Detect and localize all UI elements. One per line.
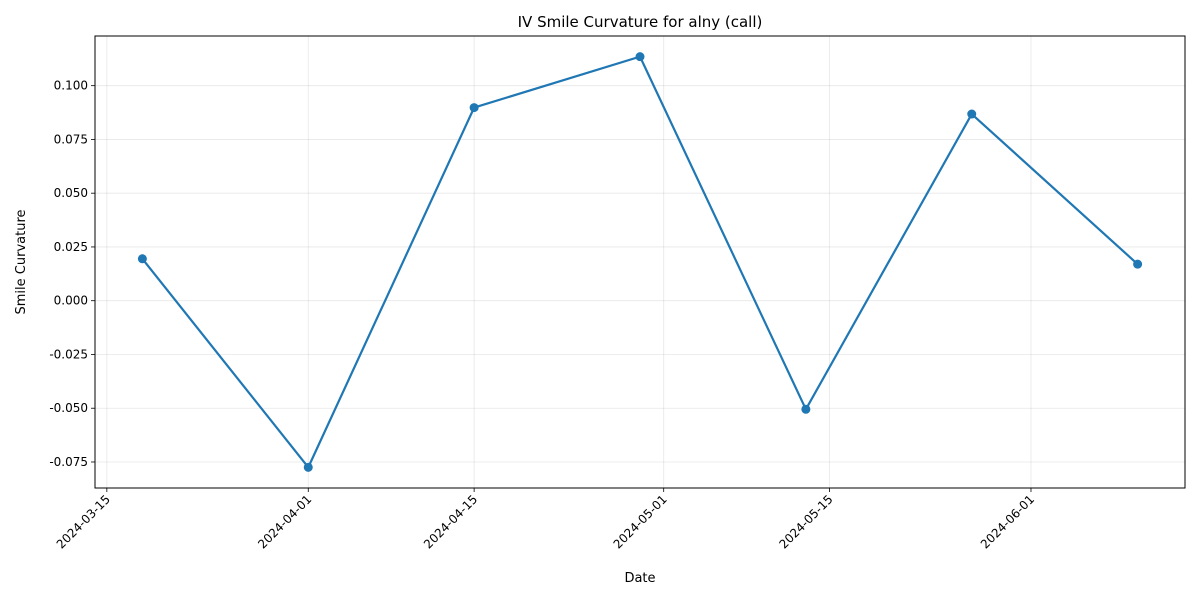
data-point (967, 109, 977, 119)
x-tick-label: 2024-06-01 (978, 492, 1037, 551)
x-axis: 2024-03-15 2024-04-01 2024-04-15 2024-05-01… (54, 488, 1037, 551)
grid (95, 36, 1185, 488)
y-tick-label: -0.075 (49, 455, 88, 469)
data-point (303, 462, 313, 472)
y-tick-label: 0.100 (54, 79, 88, 93)
data-point (635, 52, 645, 62)
y-tick-label: 0.000 (54, 294, 88, 308)
y-axis: -0.075 -0.050 -0.025 0.000 0.025 0.050 0.075 0.… (49, 79, 95, 469)
x-tick-label: 2024-05-01 (611, 492, 670, 551)
data-point (137, 254, 147, 264)
x-tick-label: 2024-04-15 (421, 492, 480, 551)
y-tick-label: -0.025 (49, 347, 88, 361)
x-axis-label: Date (624, 571, 655, 586)
series-line (141, 55, 1139, 469)
chart-title: IV Smile Curvature for alny (call) (518, 13, 763, 31)
data-point (469, 103, 479, 113)
x-tick-label: 2024-03-15 (54, 492, 113, 551)
y-tick-label: 0.075 (54, 132, 88, 146)
series-layer (137, 52, 1143, 472)
y-axis-label: Smile Curvature (14, 210, 29, 315)
plot-frame (94, 35, 1186, 489)
y-tick-label: 0.050 (54, 186, 88, 200)
y-tick-label: -0.050 (49, 401, 88, 415)
data-point (801, 404, 811, 414)
y-tick-label: 0.025 (54, 240, 88, 254)
x-tick-label: 2024-04-01 (255, 492, 314, 551)
x-tick-label: 2024-05-15 (776, 492, 835, 551)
data-point (1133, 259, 1143, 269)
